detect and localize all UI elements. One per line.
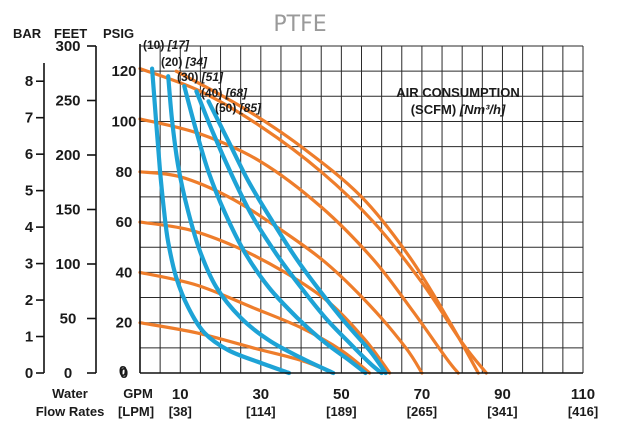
x-tick-alt-label: [114] [246, 404, 276, 419]
axis-unit-headers: BAR FEET PSIG [13, 26, 134, 41]
air-series-label-italic: [51] [201, 70, 224, 84]
head-curve-5 [138, 220, 392, 375]
x-tick-label: 30 [252, 386, 269, 403]
air-curve-1 [150, 66, 292, 376]
x-tick-alt-label: [38] [169, 404, 192, 419]
bar-tick-label: 8 [25, 73, 33, 90]
air-series-label-2: (20) [34] [161, 55, 208, 69]
feet-axis-label: FEET [54, 26, 87, 41]
air-series-labels: (10) [17] (20) [34](30) [51] (40) [68](50)… [143, 38, 262, 115]
x-tick-alt-label: [265] [407, 404, 437, 419]
axes [36, 44, 583, 374]
plot-grid [140, 45, 584, 373]
feet-tick-label: 200 [55, 147, 80, 164]
x-tick-label: 90 [494, 386, 511, 403]
x-axis-unit-lpm: [LPM] [118, 404, 154, 419]
air-series-label-plain: (20) [161, 55, 186, 69]
legend-subtitle: (SCFM) [Nm³/h] [411, 102, 506, 117]
air-consumption-curves [150, 66, 388, 376]
head-curve-4 [138, 170, 424, 375]
legend-subtitle-italic: [Nm³/h] [459, 102, 506, 117]
feet-tick-label: 150 [55, 202, 80, 219]
feet-tick-label: 300 [55, 38, 80, 55]
x-axis-label-line2: Flow Rates [36, 404, 105, 419]
bar-tick-label: 7 [25, 110, 33, 127]
bar-tick-label: 6 [25, 146, 33, 163]
air-series-label-5: (50) [85] [215, 101, 262, 115]
head-curve-2 [174, 69, 480, 375]
feet-tick-label: 0 [64, 365, 72, 382]
psig-tick-label: 100 [111, 113, 136, 130]
air-series-label-plain: (50) [215, 101, 240, 115]
air-series-label-italic: [17] [167, 38, 190, 52]
air-curve-4 [194, 89, 384, 376]
x-tick-alt-label: [416] [568, 404, 598, 419]
bar-axis-label: BAR [13, 26, 42, 41]
chart-title: PTFE [273, 12, 326, 37]
air-curve-3 [182, 84, 368, 376]
head-curve-6 [138, 270, 372, 375]
air-series-label-3: (30) [51] [177, 70, 224, 84]
x-axis-unit-gpm: GPM [123, 386, 153, 401]
x-axis-label-line1: Water [52, 386, 88, 401]
x-tick-alt-label: [189] [326, 404, 356, 419]
x-tick-label: 70 [414, 386, 431, 403]
air-series-label-italic: [68] [225, 86, 248, 100]
legend-title: AIR CONSUMPTION [396, 85, 520, 100]
bar-tick-label: 0 [25, 365, 33, 382]
x-tick-label: 110 [571, 386, 595, 403]
air-series-label-1: (10) [17] [143, 38, 190, 52]
psig-tick-label: 80 [116, 164, 133, 181]
bar-tick-label: 2 [25, 292, 33, 309]
axis-tick-labels: 0 20 40 60 80 100 120 0 50 100 150 200 250 300 0 1 2 3 4 5 6… [25, 38, 598, 419]
air-curve-2 [166, 74, 336, 376]
feet-tick-label: 100 [55, 256, 80, 273]
legend: AIR CONSUMPTION (SCFM) [Nm³/h] [396, 85, 520, 117]
bar-tick-label: 5 [25, 183, 33, 200]
x-tick-label: 50 [333, 386, 350, 403]
psig-tick-label: 120 [111, 63, 136, 80]
x-axis-footer: Water Flow Rates GPM [LPM] [36, 386, 154, 419]
psig-tick-label: 40 [116, 264, 133, 281]
bar-tick-label: 1 [25, 329, 33, 346]
air-series-label-plain: (30) [177, 70, 202, 84]
bar-tick-label: 3 [25, 256, 33, 273]
x-tick-alt-label: [341] [487, 404, 517, 419]
bar-tick-label: 4 [25, 219, 34, 236]
psig-tick-label: 0 [120, 365, 128, 382]
legend-subtitle-plain: (SCFM) [411, 102, 460, 117]
feet-tick-label: 50 [60, 311, 77, 328]
air-series-label-plain: (40) [201, 86, 226, 100]
x-origin-label: 0 [119, 363, 127, 380]
air-series-label-italic: [85] [239, 101, 262, 115]
psig-tick-label: 20 [116, 315, 133, 332]
air-series-label-4: (40) [68] [201, 86, 248, 100]
feet-tick-label: 250 [55, 93, 80, 110]
air-series-label-italic: [34] [185, 55, 208, 69]
psig-tick-label: 60 [116, 214, 133, 231]
x-tick-label: 10 [172, 386, 189, 403]
head-curve-3 [138, 117, 460, 375]
air-series-label-plain: (10) [143, 38, 168, 52]
psig-axis-label: PSIG [103, 26, 134, 41]
air-curve-5 [206, 99, 388, 376]
